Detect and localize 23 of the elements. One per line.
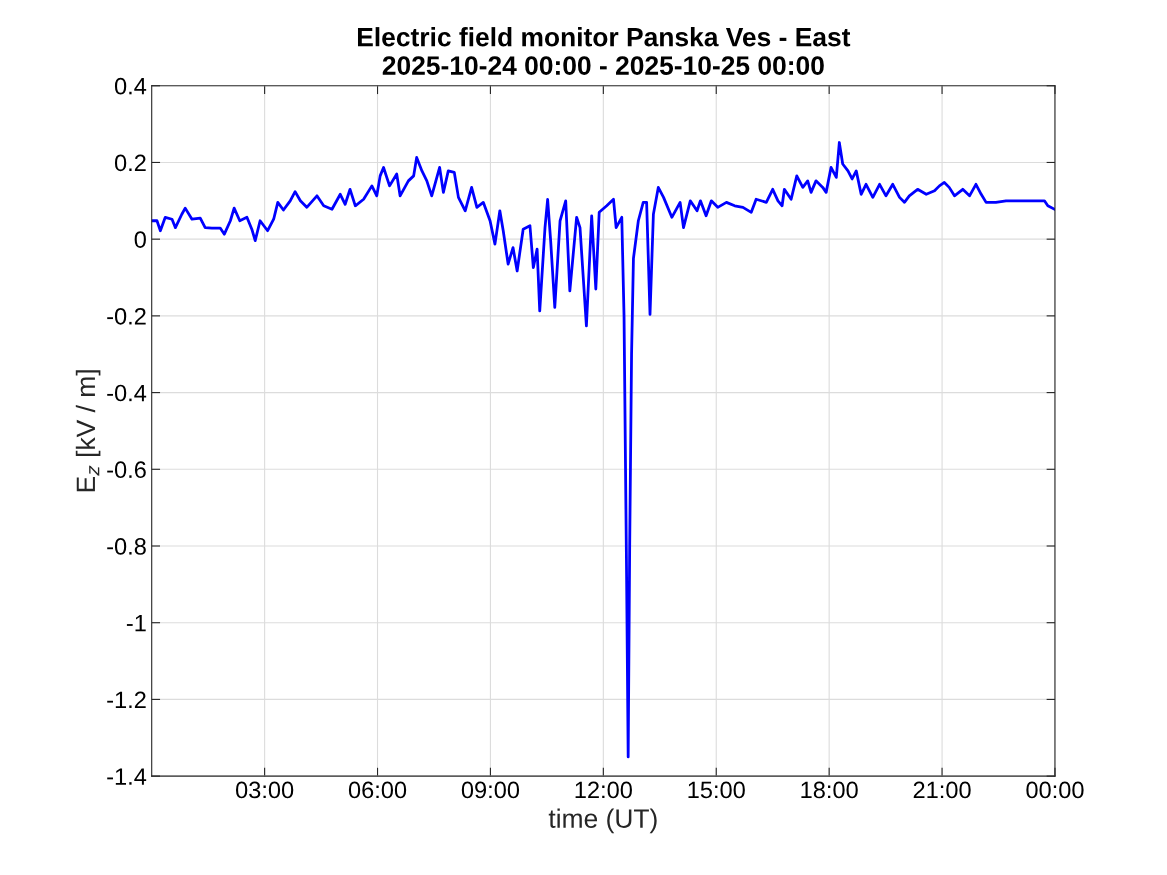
- x-tick-label: 21:00: [913, 781, 971, 799]
- line-series: [151, 141, 1055, 759]
- x-tick-label: 06:00: [348, 781, 407, 799]
- y-tick-label: -0.8: [107, 538, 146, 555]
- y-tick-label: -1.4: [107, 768, 147, 785]
- y-tick-label: 0: [134, 231, 146, 248]
- x-tick-label: 09:00: [461, 781, 520, 799]
- y-tick-label: -0.4: [107, 384, 147, 402]
- y-tick-label: 0.4: [114, 77, 147, 95]
- chart-subtitle: 2025-10-24 00:00 - 2025-10-25 00:00: [382, 56, 824, 75]
- y-tick-label: -1: [126, 615, 146, 632]
- y-tick-label: -0.2: [107, 307, 146, 325]
- x-tick-label: 00:00: [1026, 781, 1084, 799]
- y-tick-label: -0.6: [107, 461, 146, 479]
- x-tick-label: 15:00: [688, 781, 745, 799]
- y-tick-label: -1.2: [107, 691, 146, 708]
- x-tick-label: 18:00: [801, 781, 858, 799]
- x-axis-title: time (UT): [548, 808, 657, 834]
- chart-title: Electric field monitor Panska Ves - East: [357, 27, 851, 47]
- y-axis-title: E$_{z}$ [kV / m]: [75, 370, 101, 492]
- x-tick-label: 12:00: [575, 781, 632, 799]
- y-tick-label: 0.2: [114, 154, 146, 172]
- x-tick-label: 03:00: [236, 781, 294, 799]
